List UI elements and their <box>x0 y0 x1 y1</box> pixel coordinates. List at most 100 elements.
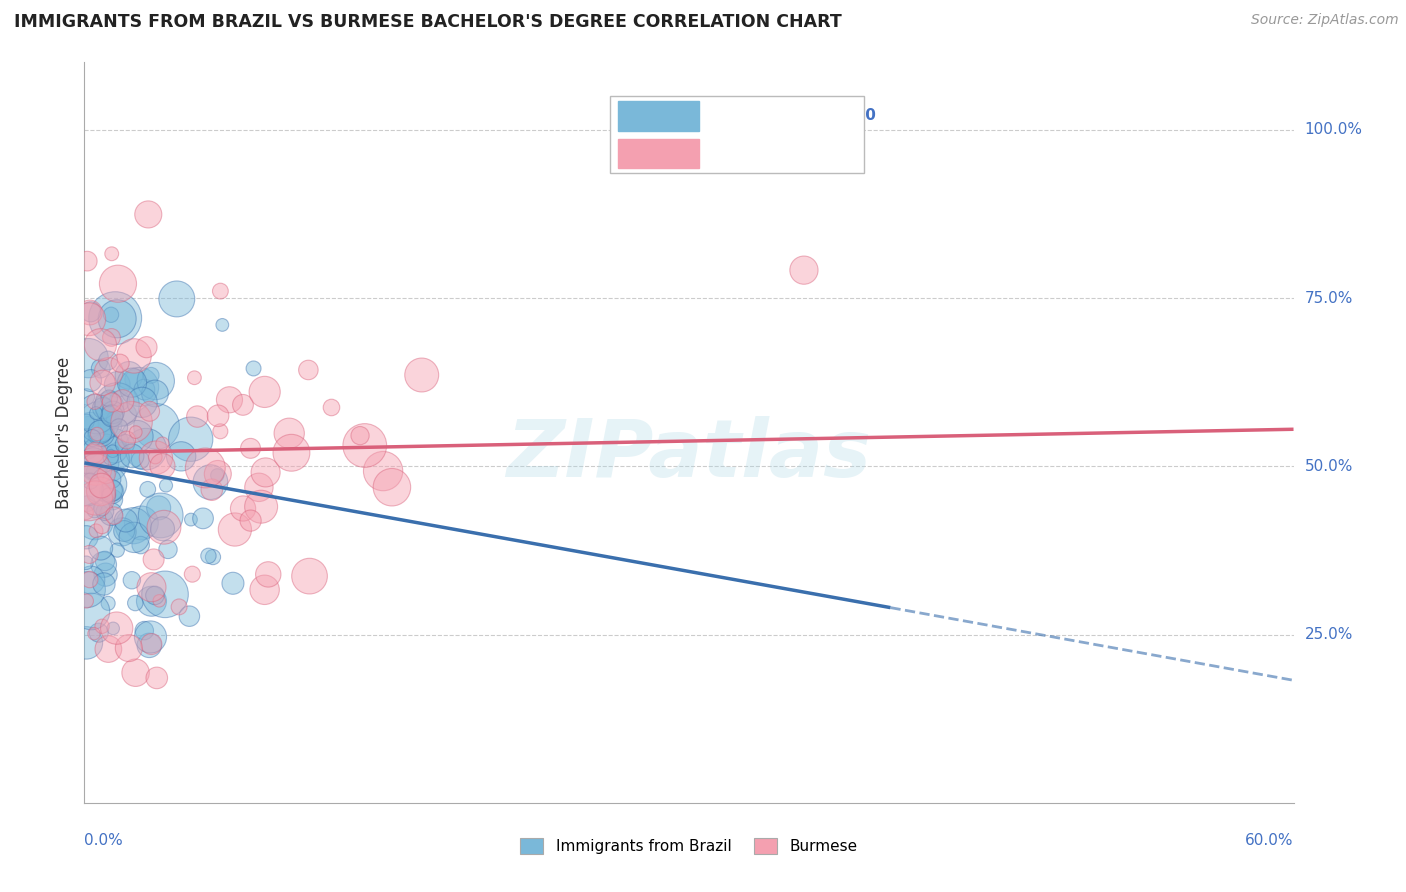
Point <box>153 587 176 601</box>
Point <box>93 451 115 466</box>
Point <box>115 514 138 528</box>
Point <box>156 542 179 557</box>
Point <box>353 438 375 452</box>
Point <box>84 465 107 479</box>
Point <box>209 284 232 298</box>
Point <box>298 569 321 583</box>
Point <box>94 554 117 568</box>
Point <box>152 459 174 474</box>
Point <box>79 305 101 319</box>
Point <box>89 457 111 471</box>
Point <box>75 594 97 608</box>
Point <box>125 425 148 439</box>
Point <box>86 427 108 442</box>
Point <box>124 596 146 610</box>
Point <box>84 406 107 420</box>
Point <box>101 405 124 419</box>
Point <box>80 425 103 440</box>
Point <box>152 436 174 450</box>
Point <box>242 361 264 376</box>
Point <box>107 448 129 462</box>
Point <box>111 393 134 408</box>
Point <box>108 420 131 434</box>
Point <box>118 641 141 656</box>
Point <box>100 484 122 499</box>
Point <box>93 577 115 591</box>
Point <box>76 441 98 455</box>
Point <box>108 393 131 408</box>
Point <box>90 426 112 441</box>
Point <box>239 442 262 456</box>
Point <box>114 437 136 451</box>
Point <box>100 246 122 260</box>
Text: 75.0%: 75.0% <box>1305 291 1353 305</box>
Point <box>87 415 110 429</box>
Point <box>79 474 101 488</box>
Point <box>104 435 127 450</box>
Point <box>105 543 128 558</box>
Point <box>84 515 107 529</box>
Point <box>77 422 100 436</box>
Text: 0.0%: 0.0% <box>84 833 124 848</box>
Text: 60.0%: 60.0% <box>1246 833 1294 848</box>
Point <box>143 386 166 401</box>
Point <box>209 425 232 439</box>
Point <box>76 415 98 429</box>
Point <box>253 582 276 597</box>
Point <box>98 417 121 432</box>
Point <box>207 468 229 483</box>
Point <box>112 524 135 538</box>
Point <box>79 374 101 388</box>
Point <box>141 594 163 608</box>
Point <box>103 412 125 426</box>
Point <box>100 395 122 409</box>
Point <box>136 207 159 221</box>
Point <box>122 518 145 533</box>
Text: 100.0%: 100.0% <box>1305 122 1362 137</box>
Point <box>128 380 150 394</box>
Point <box>84 524 107 538</box>
Point <box>127 429 149 443</box>
Point <box>131 516 153 530</box>
Point <box>94 505 117 519</box>
Point <box>349 428 371 442</box>
Point <box>253 384 276 399</box>
Point <box>76 497 98 511</box>
Point <box>131 395 153 409</box>
Point <box>155 478 177 492</box>
Point <box>77 351 100 365</box>
Point <box>186 409 208 424</box>
Point <box>145 374 167 388</box>
Point <box>211 318 233 332</box>
Point <box>101 409 124 423</box>
Point <box>98 392 121 406</box>
Point <box>321 401 343 415</box>
Text: IMMIGRANTS FROM BRAZIL VS BURMESE BACHELOR'S DEGREE CORRELATION CHART: IMMIGRANTS FROM BRAZIL VS BURMESE BACHEL… <box>14 13 842 31</box>
Point <box>101 621 124 635</box>
Point <box>89 338 111 352</box>
Point <box>170 450 193 464</box>
Point <box>134 624 156 638</box>
Point <box>197 549 219 563</box>
Point <box>100 507 122 521</box>
Point <box>97 642 120 657</box>
Point <box>80 605 103 619</box>
Point <box>75 556 97 570</box>
Point <box>79 548 101 562</box>
Point <box>134 383 156 397</box>
Point <box>93 558 115 572</box>
Point <box>75 636 97 650</box>
Point <box>181 567 204 582</box>
Point <box>87 625 110 640</box>
Point <box>100 450 122 465</box>
Point <box>82 431 104 445</box>
Point <box>83 626 105 640</box>
Legend: Immigrants from Brazil, Burmese: Immigrants from Brazil, Burmese <box>513 830 865 862</box>
Point <box>101 472 124 486</box>
Point <box>179 609 201 624</box>
Point <box>138 404 160 418</box>
Point <box>121 449 143 463</box>
Point <box>84 462 107 476</box>
Point <box>121 415 143 429</box>
Point <box>207 409 229 423</box>
